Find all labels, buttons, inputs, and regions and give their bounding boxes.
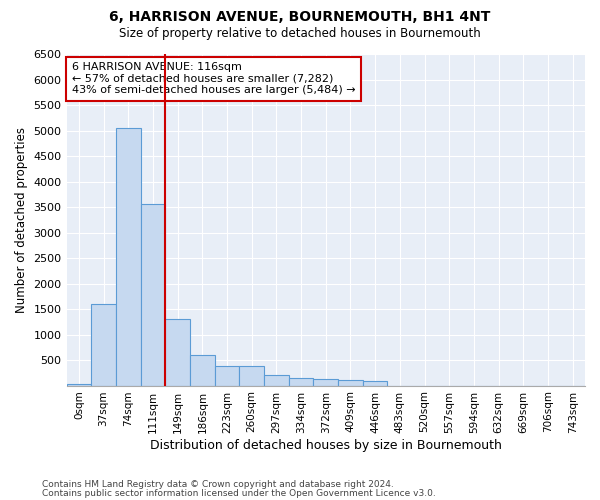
Text: 6 HARRISON AVENUE: 116sqm
← 57% of detached houses are smaller (7,282)
43% of se: 6 HARRISON AVENUE: 116sqm ← 57% of detac… <box>72 62 355 96</box>
Bar <box>215 366 239 386</box>
Bar <box>239 366 264 386</box>
Bar <box>363 382 388 386</box>
Bar <box>116 128 140 386</box>
Text: Contains HM Land Registry data © Crown copyright and database right 2024.: Contains HM Land Registry data © Crown c… <box>42 480 394 489</box>
Text: Size of property relative to detached houses in Bournemouth: Size of property relative to detached ho… <box>119 28 481 40</box>
Bar <box>338 380 363 386</box>
Bar <box>289 378 313 386</box>
Bar <box>264 376 289 386</box>
X-axis label: Distribution of detached houses by size in Bournemouth: Distribution of detached houses by size … <box>150 440 502 452</box>
Y-axis label: Number of detached properties: Number of detached properties <box>15 127 28 313</box>
Bar <box>91 304 116 386</box>
Bar <box>67 384 91 386</box>
Text: Contains public sector information licensed under the Open Government Licence v3: Contains public sector information licen… <box>42 488 436 498</box>
Bar <box>313 379 338 386</box>
Bar <box>190 355 215 386</box>
Bar <box>140 204 165 386</box>
Bar <box>165 320 190 386</box>
Text: 6, HARRISON AVENUE, BOURNEMOUTH, BH1 4NT: 6, HARRISON AVENUE, BOURNEMOUTH, BH1 4NT <box>109 10 491 24</box>
